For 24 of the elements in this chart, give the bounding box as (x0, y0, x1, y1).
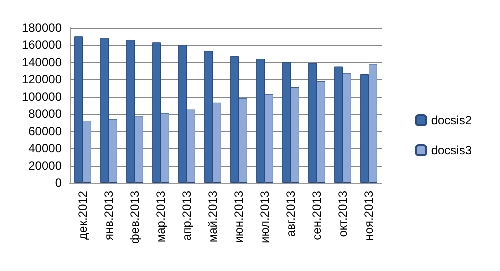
legend-label: docsis3 (431, 144, 472, 158)
x-tick-label: фев.2013 (128, 190, 142, 244)
x-tick-label: сен.2013 (310, 190, 324, 240)
x-tick-label: июн.2013 (232, 190, 246, 244)
y-tick-label: 140000 (22, 55, 62, 70)
x-tick-label: апр.2013 (180, 190, 194, 241)
y-tick-label: 60000 (28, 124, 62, 138)
x-tick-label: июл.2013 (258, 190, 272, 244)
y-tick-label: 120000 (22, 72, 62, 87)
x-tick-label: мар.2013 (154, 190, 168, 243)
x-tick-label: авг.2013 (284, 190, 298, 237)
x-tick-label: май.2013 (206, 190, 220, 243)
y-tick-label: 0 (55, 176, 62, 190)
x-tick-label: ноя.2013 (362, 190, 376, 241)
x-tick-label: окт.2013 (336, 190, 350, 238)
x-tick-label: дек.2012 (76, 190, 90, 240)
y-tick-label: 80000 (28, 107, 62, 122)
x-tick-label: янв.2013 (102, 190, 116, 241)
y-tick-label: 180000 (22, 21, 62, 35)
y-tick-label: 100000 (22, 90, 62, 104)
y-tick-label: 20000 (28, 158, 62, 173)
legend-label: docsis2 (431, 114, 472, 128)
y-tick-label: 160000 (22, 38, 62, 52)
y-tick-label: 40000 (28, 142, 62, 156)
